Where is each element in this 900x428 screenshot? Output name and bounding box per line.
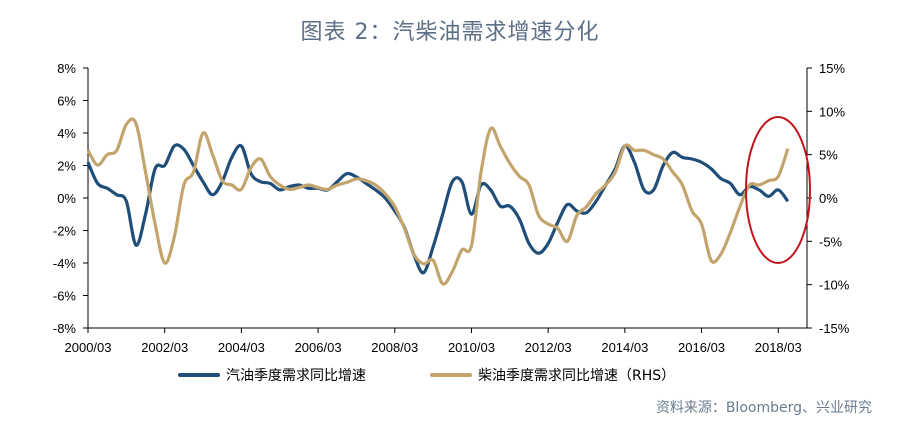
x-tick-label: 2010/03: [448, 340, 495, 355]
y-right-tick-label: 5%: [819, 148, 838, 163]
y-right-tick-label: 10%: [819, 104, 845, 119]
plot-area: [86, 116, 811, 286]
legend: 汽油季度需求同比增速 柴油季度需求同比增速（RHS）: [178, 368, 675, 384]
y-left-tick-label: 2%: [57, 159, 76, 174]
highlight-ellipse: [745, 116, 811, 264]
y-right-tick-label: 15%: [819, 61, 845, 76]
y-left-tick-label: 8%: [57, 61, 76, 76]
x-tick-label: 2016/03: [678, 340, 725, 355]
x-tick-label: 2004/03: [218, 340, 265, 355]
axes: 8% 6% 4% 2% 0% -2% -4% -6% -8% 15% 10% 5% 0% -5% -10% -…: [53, 61, 850, 355]
y-left-tick-label: -2%: [53, 224, 77, 239]
y-left-tick-label: 0%: [57, 191, 76, 206]
legend-label-diesel: 柴油季度需求同比增速（RHS）: [478, 368, 675, 384]
x-tick-label: 2008/03: [371, 340, 418, 355]
x-tick-label: 2018/03: [755, 340, 802, 355]
y-right-tick-label: 0%: [819, 191, 838, 206]
y-left-tick-label: -4%: [53, 256, 77, 271]
legend-label-gasoline: 汽油季度需求同比增速: [226, 368, 366, 384]
x-tick-label: 2012/03: [525, 340, 572, 355]
y-left-tick-label: -6%: [53, 289, 77, 304]
y-right-tick-label: -10%: [819, 278, 850, 293]
y-left-tick-label: 4%: [57, 126, 76, 141]
series-gasoline-line: [86, 143, 790, 275]
x-tick-label: 2006/03: [295, 340, 342, 355]
series-diesel-line: [86, 117, 790, 286]
y-left-tick-label: -8%: [53, 321, 77, 336]
x-tick-label: 2000/03: [65, 340, 112, 355]
y-right-tick-label: -15%: [819, 321, 850, 336]
chart-title: 图表 2：汽柴油需求增速分化: [300, 20, 600, 45]
y-left-tick-label: 6%: [57, 94, 76, 109]
x-tick-label: 2002/03: [141, 340, 188, 355]
x-tick-label: 2014/03: [601, 340, 648, 355]
source-note: 资料来源：Bloomberg、兴业研究: [655, 400, 872, 416]
y-right-tick-label: -5%: [819, 234, 843, 249]
